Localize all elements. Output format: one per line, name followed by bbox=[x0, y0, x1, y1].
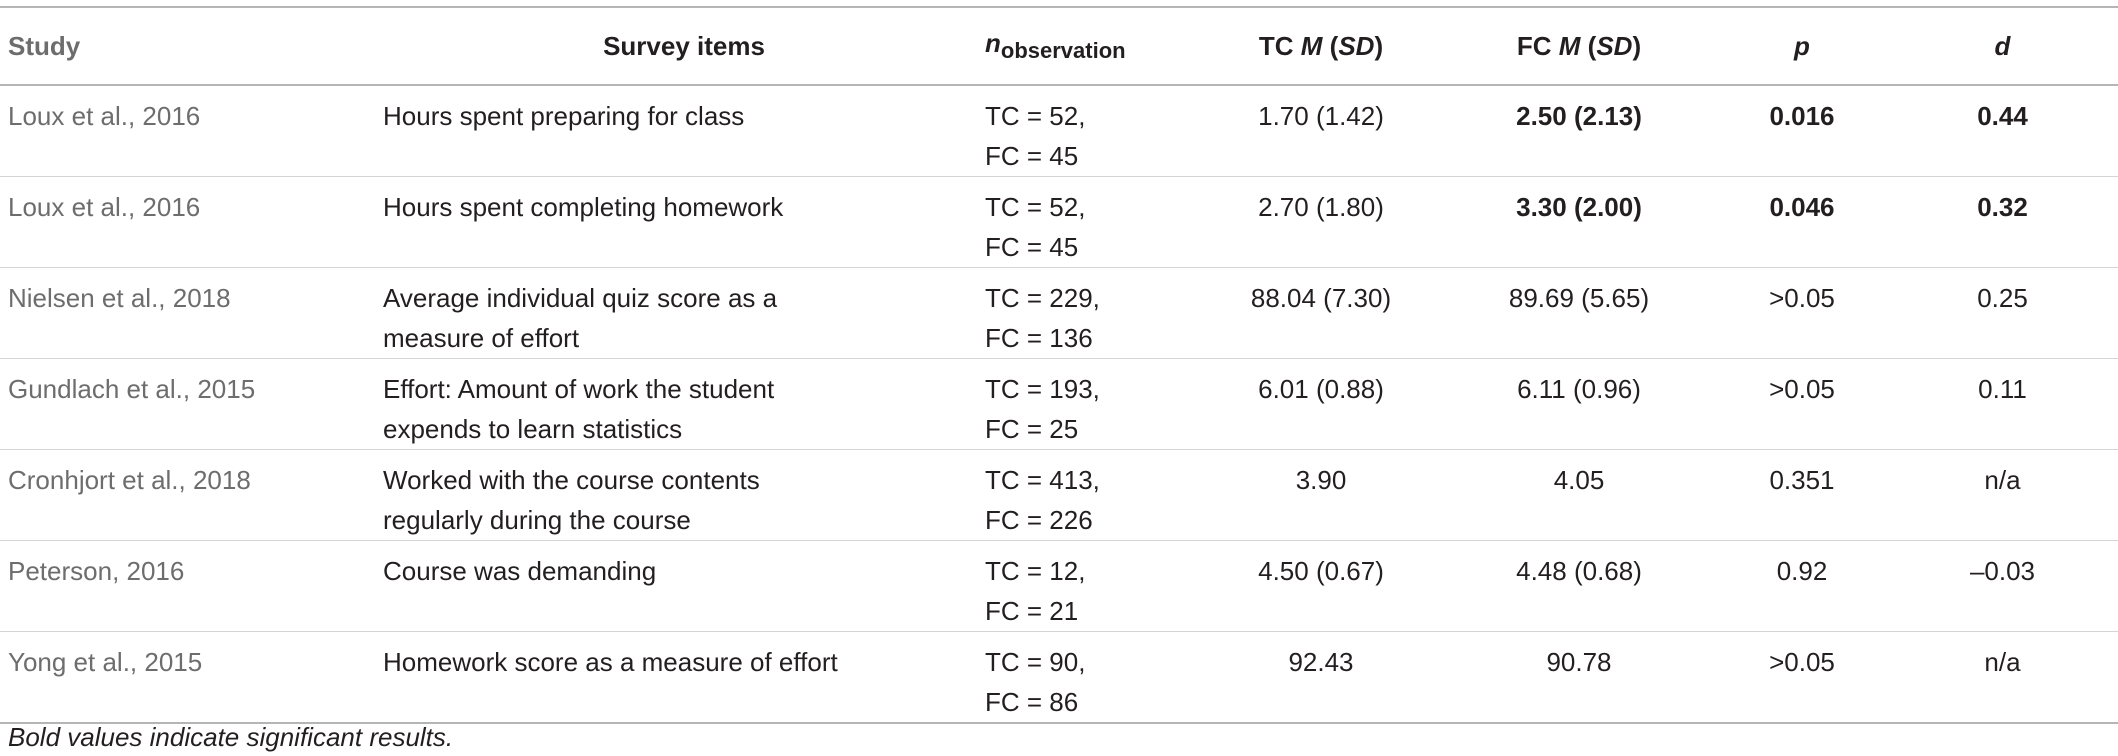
study-cell: Yong et al., 2015 bbox=[8, 647, 203, 677]
fc-cell: 4.48 (0.68) bbox=[1516, 556, 1642, 586]
survey-item-cell: Hours spent preparing for class bbox=[383, 101, 745, 131]
p-cell: 0.351 bbox=[1769, 465, 1835, 495]
tc-cell: 3.90 bbox=[1295, 465, 1347, 495]
n-cell: TC = 52, FC = 45 bbox=[985, 192, 1086, 262]
header-survey-items: Survey items bbox=[603, 30, 765, 61]
d-cell: 0.44 bbox=[1977, 101, 2028, 131]
table-row: Yong et al., 2015 Homework score as a me… bbox=[0, 632, 2118, 723]
survey-item-cell: Worked with the course contents regularly… bbox=[383, 465, 760, 535]
d-cell: 0.25 bbox=[1977, 283, 2028, 313]
table-footnote: Bold values indicate significant results… bbox=[8, 722, 454, 752]
survey-item-cell: Hours spent completing homework bbox=[383, 192, 784, 222]
d-cell: –0.03 bbox=[1969, 556, 2036, 586]
study-cell: Cronhjort et al., 2018 bbox=[8, 465, 251, 495]
table-row: Loux et al., 2016 Hours spent preparing … bbox=[0, 85, 2118, 177]
study-cell: Gundlach et al., 2015 bbox=[8, 374, 256, 404]
d-cell: 0.32 bbox=[1977, 192, 2028, 222]
p-cell: 0.046 bbox=[1769, 192, 1835, 222]
p-cell: 0.92 bbox=[1776, 556, 1828, 586]
results-table-container: Study Survey items nobservation TC M (SD… bbox=[0, 6, 2118, 724]
header-row: Study Survey items nobservation TC M (SD… bbox=[0, 7, 2118, 85]
header-tc: TC M (SD) bbox=[1258, 30, 1384, 61]
table-row: Nielsen et al., 2018 Average individual … bbox=[0, 268, 2118, 359]
table-row: Loux et al., 2016 Hours spent completing… bbox=[0, 177, 2118, 268]
n-cell: TC = 193, FC = 25 bbox=[985, 374, 1100, 444]
table-row: Peterson, 2016 Course was demanding TC =… bbox=[0, 541, 2118, 632]
d-cell: n/a bbox=[1984, 647, 2021, 677]
survey-item-cell: Average individual quiz score as a measur… bbox=[383, 283, 778, 353]
study-cell: Nielsen et al., 2018 bbox=[8, 283, 231, 313]
p-cell: >0.05 bbox=[1769, 283, 1835, 313]
study-cell: Loux et al., 2016 bbox=[8, 192, 201, 222]
header-d: d bbox=[1994, 30, 2011, 61]
tc-cell: 6.01 (0.88) bbox=[1258, 374, 1384, 404]
fc-cell: 89.69 (5.65) bbox=[1508, 283, 1650, 313]
table-row: Gundlach et al., 2015 Effort: Amount of … bbox=[0, 359, 2118, 450]
p-cell: >0.05 bbox=[1769, 374, 1835, 404]
tc-cell: 88.04 (7.30) bbox=[1250, 283, 1392, 313]
n-cell: TC = 413, FC = 226 bbox=[985, 465, 1100, 535]
d-cell: 0.11 bbox=[1978, 374, 2027, 404]
tc-cell: 4.50 (0.67) bbox=[1258, 556, 1384, 586]
n-cell: TC = 229, FC = 136 bbox=[985, 283, 1100, 353]
fc-cell: 6.11 (0.96) bbox=[1517, 374, 1641, 404]
survey-item-cell: Course was demanding bbox=[383, 556, 657, 586]
fc-cell: 2.50 (2.13) bbox=[1516, 101, 1642, 131]
study-cell: Peterson, 2016 bbox=[8, 556, 185, 586]
tc-cell: 1.70 (1.42) bbox=[1258, 101, 1384, 131]
d-cell: n/a bbox=[1984, 465, 2021, 495]
tc-cell: 2.70 (1.80) bbox=[1258, 192, 1384, 222]
fc-cell: 3.30 (2.00) bbox=[1516, 192, 1642, 222]
n-cell: TC = 90, FC = 86 bbox=[985, 647, 1086, 717]
header-study: Study bbox=[8, 30, 81, 61]
tc-cell: 92.43 bbox=[1288, 647, 1354, 677]
fc-cell: 4.05 bbox=[1553, 465, 1605, 495]
p-cell: >0.05 bbox=[1769, 647, 1835, 677]
p-cell: 0.016 bbox=[1769, 101, 1835, 131]
survey-item-cell: Homework score as a measure of effort bbox=[383, 647, 838, 677]
n-cell: TC = 52, FC = 45 bbox=[985, 101, 1086, 171]
table-row: Cronhjort et al., 2018 Worked with the c… bbox=[0, 450, 2118, 541]
survey-item-cell: Effort: Amount of work the student expend… bbox=[383, 374, 775, 444]
header-fc: FC M (SD) bbox=[1516, 30, 1642, 61]
results-table: Study Survey items nobservation TC M (SD… bbox=[0, 6, 2118, 724]
n-cell: TC = 12, FC = 21 bbox=[985, 556, 1086, 626]
fc-cell: 90.78 bbox=[1546, 647, 1612, 677]
study-cell: Loux et al., 2016 bbox=[8, 101, 201, 131]
header-p: p bbox=[1794, 30, 1810, 61]
header-n-observation: nobservation bbox=[985, 28, 1126, 63]
